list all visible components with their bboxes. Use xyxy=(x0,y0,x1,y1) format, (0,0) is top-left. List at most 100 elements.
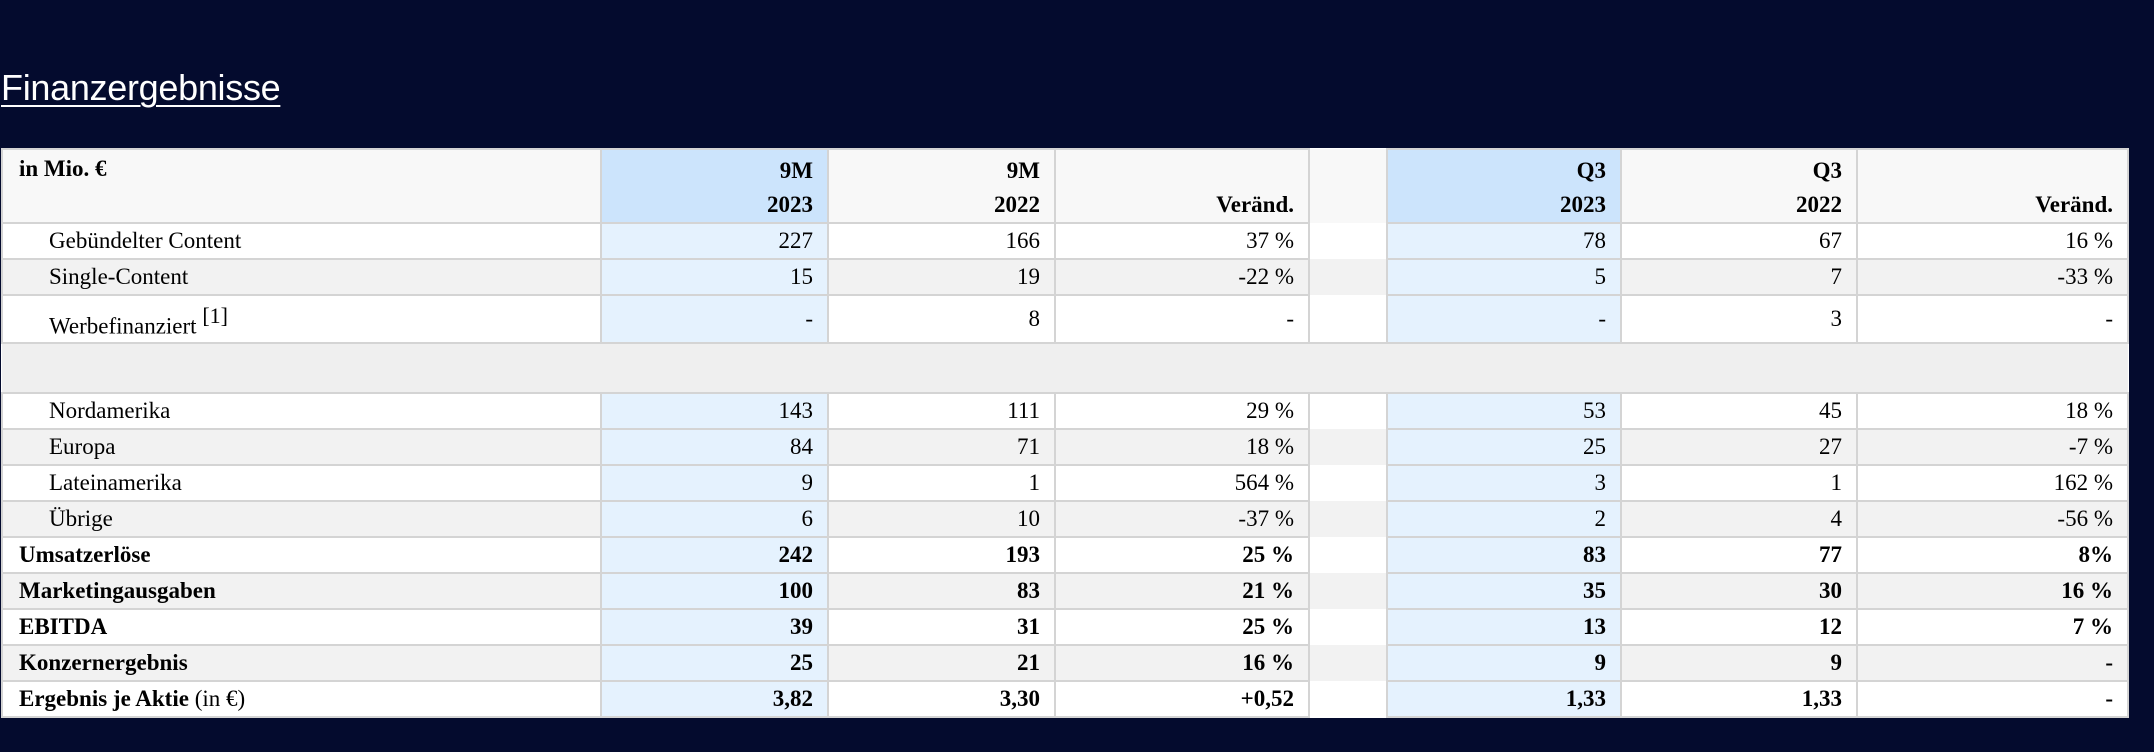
cell-q3-change: -33 % xyxy=(1856,258,2129,296)
cell-q3-2022: 77 xyxy=(1620,536,1858,574)
cell-q3-2022: 7 xyxy=(1620,258,1858,296)
cell-9m-2022: 8 xyxy=(827,294,1056,344)
cell-q3-change: 7 % xyxy=(1856,608,2129,646)
cell-9m-2023: 227 xyxy=(600,222,829,260)
cell-q3-change: - xyxy=(1856,680,2129,718)
cell-q3-2023: 3 xyxy=(1386,464,1622,502)
cell-q3-2022: 30 xyxy=(1620,572,1858,610)
table-row: Konzernergebnis 25 21 16 % 9 9 - xyxy=(1,644,2129,682)
table-row: Europa 84 71 18 % 25 27 -7 % xyxy=(1,428,2129,466)
row-label: Umsatzerlöse xyxy=(1,536,602,574)
cell-q3-2023: 83 xyxy=(1386,536,1622,574)
cell-q3-2023: 78 xyxy=(1386,222,1622,260)
cell-9m-2022: 10 xyxy=(827,500,1056,538)
row-label-text: Werbefinanziert xyxy=(49,314,197,339)
cell-q3-2022: 12 xyxy=(1620,608,1858,646)
row-label-unit: (in €) xyxy=(194,686,246,711)
cell-q3-2022: 1 xyxy=(1620,464,1858,502)
table-row: Gebündelter Content 227 166 37 % 78 67 1… xyxy=(1,222,2129,260)
cell-q3-2023: 53 xyxy=(1386,392,1622,430)
page-bottom-edge xyxy=(0,742,2154,752)
table-row: Umsatzerlöse 242 193 25 % 83 77 8% xyxy=(1,536,2129,574)
cell-9m-2023: 6 xyxy=(600,500,829,538)
cell-9m-2022: 1 xyxy=(827,464,1056,502)
table-row: Marketingausgaben 100 83 21 % 35 30 16 % xyxy=(1,572,2129,610)
row-label: Übrige xyxy=(1,500,602,538)
cell-9m-change: 21 % xyxy=(1054,572,1310,610)
financial-results-table: in Mio. € 9M 2023 9M 2022 Veränd. Q3 202… xyxy=(1,148,2129,718)
row-label: Single-Content xyxy=(1,258,602,296)
header-9m-2022: 9M 2022 xyxy=(827,148,1056,224)
cell-9m-2023: 100 xyxy=(600,572,829,610)
row-label: EBITDA xyxy=(1,608,602,646)
cell-9m-change: 25 % xyxy=(1054,608,1310,646)
cell-q3-2023: 35 xyxy=(1386,572,1622,610)
cell-q3-2023: 13 xyxy=(1386,608,1622,646)
cell-q3-change: - xyxy=(1856,644,2129,682)
row-label: Konzernergebnis xyxy=(1,644,602,682)
cell-q3-2023: 5 xyxy=(1386,258,1622,296)
cell-9m-change: 29 % xyxy=(1054,392,1310,430)
header-9m-change: Veränd. xyxy=(1054,148,1310,224)
cell-9m-2023: 9 xyxy=(600,464,829,502)
cell-9m-2023: - xyxy=(600,294,829,344)
cell-q3-change: 162 % xyxy=(1856,464,2129,502)
cell-q3-2023: - xyxy=(1386,294,1622,344)
cell-9m-2022: 3,30 xyxy=(827,680,1056,718)
row-label-text: Ergebnis je Aktie xyxy=(19,686,189,711)
cell-q3-2022: 3 xyxy=(1620,294,1858,344)
cell-9m-2022: 71 xyxy=(827,428,1056,466)
header-q3-2022: Q3 2022 xyxy=(1620,148,1858,224)
row-label: Nordamerika xyxy=(1,392,602,430)
cell-q3-2023: 1,33 xyxy=(1386,680,1622,718)
cell-9m-change: -37 % xyxy=(1054,500,1310,538)
cell-9m-change: +0,52 xyxy=(1054,680,1310,718)
table-row: Nordamerika 143 111 29 % 53 45 18 % xyxy=(1,392,2129,430)
footnote-link[interactable]: [1] xyxy=(202,303,228,329)
cell-q3-change: 16 % xyxy=(1856,572,2129,610)
cell-9m-2022: 83 xyxy=(827,572,1056,610)
cell-9m-change: 25 % xyxy=(1054,536,1310,574)
table-row: Übrige 6 10 -37 % 2 4 -56 % xyxy=(1,500,2129,538)
cell-9m-2023: 143 xyxy=(600,392,829,430)
cell-9m-2022: 111 xyxy=(827,392,1056,430)
cell-9m-2022: 21 xyxy=(827,644,1056,682)
cell-q3-2023: 9 xyxy=(1386,644,1622,682)
cell-q3-change: 8% xyxy=(1856,536,2129,574)
row-label: Werbefinanziert [1] xyxy=(1,294,602,344)
table-row: Single-Content 15 19 -22 % 5 7 -33 % xyxy=(1,258,2129,296)
cell-9m-change: 16 % xyxy=(1054,644,1310,682)
cell-9m-2022: 166 xyxy=(827,222,1056,260)
cell-q3-change: 16 % xyxy=(1856,222,2129,260)
cell-q3-change: -56 % xyxy=(1856,500,2129,538)
cell-q3-2023: 25 xyxy=(1386,428,1622,466)
cell-q3-2022: 9 xyxy=(1620,644,1858,682)
section-title[interactable]: Finanzergebnisse xyxy=(1,67,281,108)
table-row: EBITDA 39 31 25 % 13 12 7 % xyxy=(1,608,2129,646)
header-gap xyxy=(1308,149,1388,223)
table-spacer-row xyxy=(2,342,2128,394)
cell-q3-2022: 27 xyxy=(1620,428,1858,466)
cell-9m-2023: 25 xyxy=(600,644,829,682)
table-row: Lateinamerika 9 1 564 % 3 1 162 % xyxy=(1,464,2129,502)
header-9m-2023: 9M 2023 xyxy=(600,148,829,224)
cell-9m-2022: 19 xyxy=(827,258,1056,296)
cell-q3-change: - xyxy=(1856,294,2129,344)
header-unit-label: in Mio. € xyxy=(1,148,602,224)
cell-9m-2023: 84 xyxy=(600,428,829,466)
cell-q3-change: -7 % xyxy=(1856,428,2129,466)
table-row: Werbefinanziert [1] - 8 - - 3 - xyxy=(1,294,2129,344)
cell-9m-2023: 15 xyxy=(600,258,829,296)
row-label: Ergebnis je Aktie (in €) xyxy=(1,680,602,718)
cell-9m-2022: 31 xyxy=(827,608,1056,646)
header-q3-change: Veränd. xyxy=(1856,148,2129,224)
cell-9m-2023: 242 xyxy=(600,536,829,574)
cell-9m-change: - xyxy=(1054,294,1310,344)
cell-9m-2022: 193 xyxy=(827,536,1056,574)
cell-q3-2022: 4 xyxy=(1620,500,1858,538)
cell-9m-2023: 3,82 xyxy=(600,680,829,718)
header-q3-2023: Q3 2023 xyxy=(1386,148,1622,224)
cell-9m-change: -22 % xyxy=(1054,258,1310,296)
cell-q3-2023: 2 xyxy=(1386,500,1622,538)
